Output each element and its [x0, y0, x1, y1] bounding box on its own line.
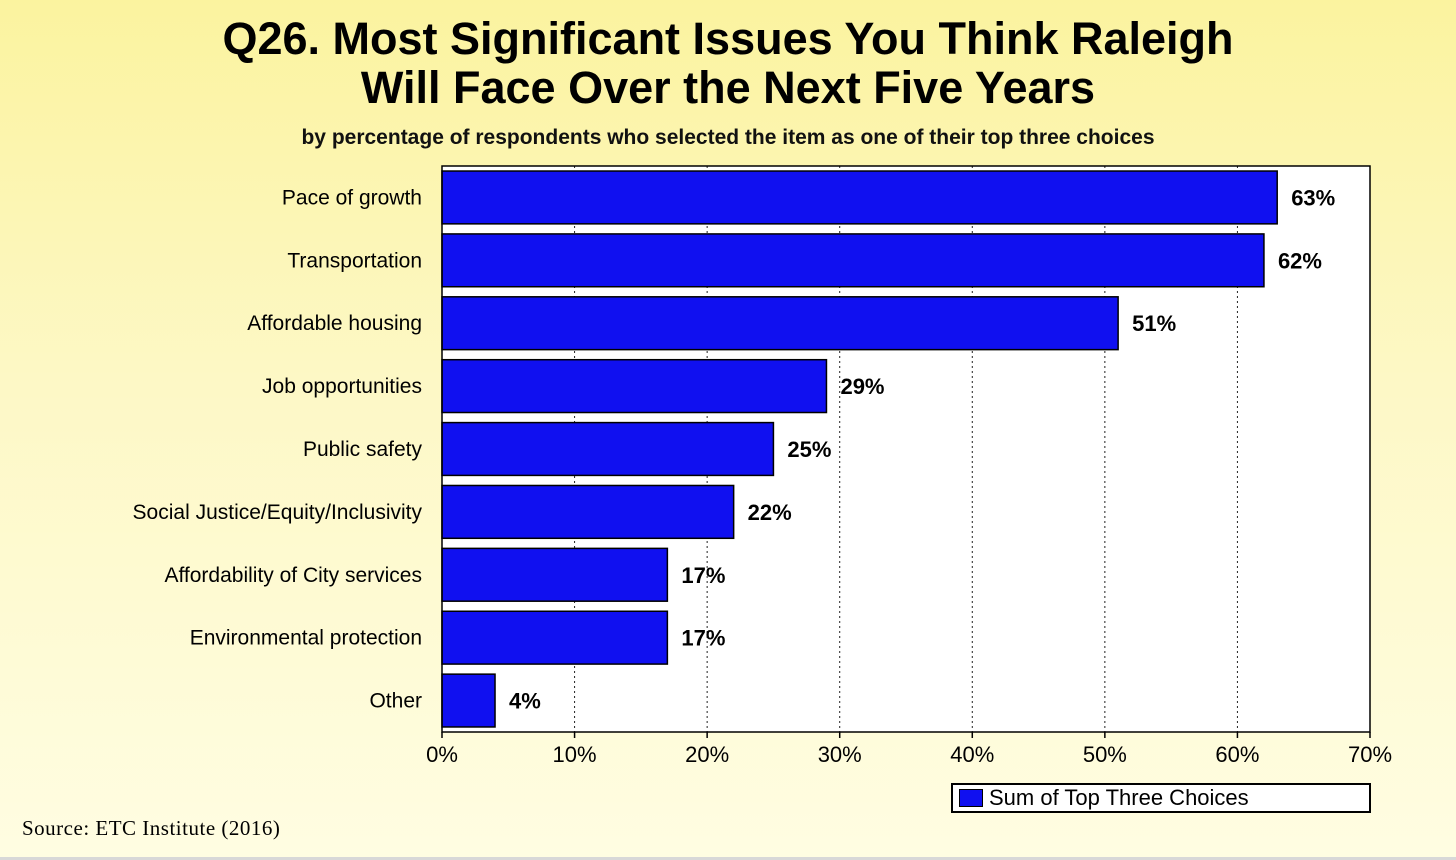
legend-swatch	[959, 789, 983, 807]
data-label-5: 22%	[748, 500, 792, 525]
x-tick-label-6: 60%	[1215, 742, 1259, 767]
category-label-1: Transportation	[287, 249, 422, 272]
plot-border	[441, 165, 1371, 733]
bar-5	[441, 484, 735, 540]
bar-4	[441, 421, 775, 477]
data-label-2: 51%	[1132, 311, 1176, 336]
bar-7	[441, 610, 669, 665]
data-label-8: 4%	[509, 689, 541, 714]
x-tick-label-5: 50%	[1083, 742, 1127, 767]
bar-6	[441, 547, 669, 602]
chart-title: Q26. Most Significant Issues You Think R…	[0, 14, 1456, 112]
data-label-3: 29%	[840, 374, 884, 399]
bar-3	[441, 358, 828, 414]
x-tick-label-7: 70%	[1348, 742, 1392, 767]
data-label-1: 62%	[1278, 248, 1322, 273]
bar-0	[441, 170, 1278, 225]
chart-title-line-1: Q26. Most Significant Issues You Think R…	[222, 13, 1234, 64]
category-label-4: Public safety	[303, 438, 423, 461]
data-label-4: 25%	[787, 437, 831, 462]
x-tick-label-0: 0%	[426, 742, 458, 767]
legend-label: Sum of Top Three Choices	[989, 785, 1249, 810]
x-tick-label-4: 40%	[950, 742, 994, 767]
category-label-0: Pace of growth	[282, 186, 422, 209]
category-label-3: Job opportunities	[262, 375, 422, 398]
bar-2	[441, 296, 1119, 351]
category-label-6: Affordability of City services	[164, 564, 422, 587]
data-label-0: 63%	[1291, 185, 1335, 210]
source-note: Source: ETC Institute (2016)	[22, 816, 281, 840]
category-label-5: Social Justice/Equity/Inclusivity	[133, 501, 423, 524]
data-label-7: 17%	[681, 626, 725, 651]
category-label-2: Affordable housing	[247, 312, 422, 335]
x-tick-label-2: 20%	[685, 742, 729, 767]
divider	[0, 857, 1456, 860]
category-label-7: Environmental protection	[190, 627, 422, 650]
chart-subtitle: by percentage of respondents who selecte…	[301, 126, 1155, 149]
bar-8	[441, 673, 496, 728]
category-label-8: Other	[369, 690, 422, 713]
x-tick-label-1: 10%	[553, 742, 597, 767]
chart-legend: Sum of Top Three Choices	[951, 783, 1371, 813]
data-label-6: 17%	[681, 563, 725, 588]
bar-1	[441, 233, 1265, 288]
chart-title-line-2: Will Face Over the Next Five Years	[360, 62, 1096, 113]
x-tick-label-3: 30%	[818, 742, 862, 767]
